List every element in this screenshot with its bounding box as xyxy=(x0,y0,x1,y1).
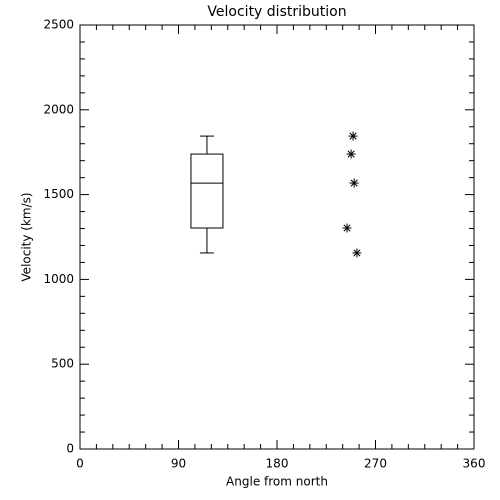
asterisk-point xyxy=(342,223,352,233)
asterisk-point xyxy=(346,149,356,159)
asterisk-point xyxy=(348,131,358,141)
x-tick-label: 90 xyxy=(171,457,186,471)
y-axis-label: Velocity (km/s) xyxy=(20,192,34,281)
y-tick-label: 1500 xyxy=(43,187,74,201)
asterisk-point xyxy=(352,248,362,258)
y-tick-label: 0 xyxy=(66,442,74,456)
x-tick-label: 270 xyxy=(364,457,387,471)
x-tick-label: 360 xyxy=(463,457,486,471)
asterisk-stroke xyxy=(353,249,361,257)
box xyxy=(190,153,224,229)
x-axis-label: Angle from north xyxy=(226,475,328,489)
y-tick-label: 2500 xyxy=(43,18,74,32)
x-tick-label: 180 xyxy=(266,457,289,471)
y-tick-label: 2000 xyxy=(43,102,74,116)
asterisk-stroke xyxy=(347,150,355,158)
chart-title: Velocity distribution xyxy=(207,4,346,20)
y-tick-label: 500 xyxy=(51,357,74,371)
asterisk-stroke xyxy=(343,224,351,232)
plot-frame xyxy=(79,24,475,450)
y-tick-label: 1000 xyxy=(43,272,74,286)
asterisk-point xyxy=(349,178,359,188)
x-tick-label: 0 xyxy=(76,457,84,471)
box-plot xyxy=(190,135,224,254)
asterisk-stroke xyxy=(350,179,358,187)
asterisk-stroke xyxy=(349,132,357,140)
